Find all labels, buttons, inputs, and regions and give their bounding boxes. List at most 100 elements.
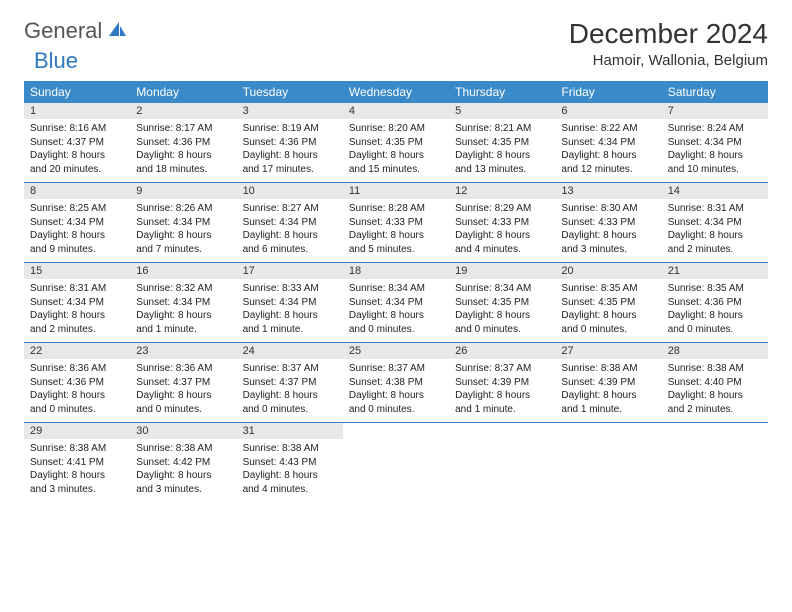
daylight-line: Daylight: 8 hours and 2 minutes. [668, 229, 762, 256]
sunrise-line: Sunrise: 8:38 AM [243, 442, 337, 456]
sunrise-line: Sunrise: 8:29 AM [455, 202, 549, 216]
day-details: Sunrise: 8:38 AMSunset: 4:41 PMDaylight:… [24, 439, 130, 502]
week-row: 22Sunrise: 8:36 AMSunset: 4:36 PMDayligh… [24, 343, 768, 423]
daylight-line: Daylight: 8 hours and 2 minutes. [668, 389, 762, 416]
calendar-cell: 2Sunrise: 8:17 AMSunset: 4:36 PMDaylight… [130, 103, 236, 183]
calendar-cell: 24Sunrise: 8:37 AMSunset: 4:37 PMDayligh… [237, 343, 343, 423]
sunset-line: Sunset: 4:34 PM [668, 216, 762, 230]
calendar-cell: 16Sunrise: 8:32 AMSunset: 4:34 PMDayligh… [130, 263, 236, 343]
sunset-line: Sunset: 4:39 PM [455, 376, 549, 390]
day-number: 26 [449, 343, 555, 359]
daylight-line: Daylight: 8 hours and 13 minutes. [455, 149, 549, 176]
sunrise-line: Sunrise: 8:17 AM [136, 122, 230, 136]
calendar-cell: 1Sunrise: 8:16 AMSunset: 4:37 PMDaylight… [24, 103, 130, 183]
sunset-line: Sunset: 4:33 PM [349, 216, 443, 230]
sunrise-line: Sunrise: 8:34 AM [455, 282, 549, 296]
daylight-line: Daylight: 8 hours and 0 minutes. [136, 389, 230, 416]
daylight-line: Daylight: 8 hours and 20 minutes. [30, 149, 124, 176]
daylight-line: Daylight: 8 hours and 1 minute. [136, 309, 230, 336]
day-header-row: SundayMondayTuesdayWednesdayThursdayFrid… [24, 81, 768, 103]
day-number: 31 [237, 423, 343, 439]
sunrise-line: Sunrise: 8:38 AM [136, 442, 230, 456]
sunrise-line: Sunrise: 8:22 AM [561, 122, 655, 136]
day-details: Sunrise: 8:35 AMSunset: 4:36 PMDaylight:… [662, 279, 768, 342]
day-number: 23 [130, 343, 236, 359]
daylight-line: Daylight: 8 hours and 3 minutes. [30, 469, 124, 496]
daylight-line: Daylight: 8 hours and 0 minutes. [349, 389, 443, 416]
daylight-line: Daylight: 8 hours and 9 minutes. [30, 229, 124, 256]
calendar-cell: 21Sunrise: 8:35 AMSunset: 4:36 PMDayligh… [662, 263, 768, 343]
day-header-tuesday: Tuesday [237, 81, 343, 103]
calendar-cell: 10Sunrise: 8:27 AMSunset: 4:34 PMDayligh… [237, 183, 343, 263]
sunset-line: Sunset: 4:34 PM [243, 296, 337, 310]
logo-sail-icon [107, 20, 127, 43]
calendar-cell: 27Sunrise: 8:38 AMSunset: 4:39 PMDayligh… [555, 343, 661, 423]
sunrise-line: Sunrise: 8:20 AM [349, 122, 443, 136]
day-number: 6 [555, 103, 661, 119]
week-row: 29Sunrise: 8:38 AMSunset: 4:41 PMDayligh… [24, 423, 768, 503]
logo-part2-wrap: Blue [34, 48, 78, 74]
day-number: 17 [237, 263, 343, 279]
calendar-cell: 6Sunrise: 8:22 AMSunset: 4:34 PMDaylight… [555, 103, 661, 183]
day-number: 24 [237, 343, 343, 359]
day-details: Sunrise: 8:38 AMSunset: 4:39 PMDaylight:… [555, 359, 661, 422]
sunrise-line: Sunrise: 8:35 AM [668, 282, 762, 296]
sunset-line: Sunset: 4:37 PM [136, 376, 230, 390]
calendar-cell: 20Sunrise: 8:35 AMSunset: 4:35 PMDayligh… [555, 263, 661, 343]
sunrise-line: Sunrise: 8:31 AM [668, 202, 762, 216]
day-number: 8 [24, 183, 130, 199]
calendar-cell: 30Sunrise: 8:38 AMSunset: 4:42 PMDayligh… [130, 423, 236, 503]
day-details: Sunrise: 8:30 AMSunset: 4:33 PMDaylight:… [555, 199, 661, 262]
calendar-cell: 31Sunrise: 8:38 AMSunset: 4:43 PMDayligh… [237, 423, 343, 503]
daylight-line: Daylight: 8 hours and 7 minutes. [136, 229, 230, 256]
sunrise-line: Sunrise: 8:24 AM [668, 122, 762, 136]
daylight-line: Daylight: 8 hours and 0 minutes. [30, 389, 124, 416]
day-number: 3 [237, 103, 343, 119]
day-header-saturday: Saturday [662, 81, 768, 103]
day-details: Sunrise: 8:26 AMSunset: 4:34 PMDaylight:… [130, 199, 236, 262]
day-number: 20 [555, 263, 661, 279]
day-details: Sunrise: 8:19 AMSunset: 4:36 PMDaylight:… [237, 119, 343, 182]
day-details: Sunrise: 8:36 AMSunset: 4:37 PMDaylight:… [130, 359, 236, 422]
sunrise-line: Sunrise: 8:37 AM [243, 362, 337, 376]
day-details: Sunrise: 8:38 AMSunset: 4:40 PMDaylight:… [662, 359, 768, 422]
day-number: 27 [555, 343, 661, 359]
day-number: 5 [449, 103, 555, 119]
calendar-cell: 15Sunrise: 8:31 AMSunset: 4:34 PMDayligh… [24, 263, 130, 343]
day-number: 25 [343, 343, 449, 359]
sunrise-line: Sunrise: 8:34 AM [349, 282, 443, 296]
sunset-line: Sunset: 4:36 PM [668, 296, 762, 310]
day-number: 19 [449, 263, 555, 279]
day-details: Sunrise: 8:34 AMSunset: 4:34 PMDaylight:… [343, 279, 449, 342]
sunrise-line: Sunrise: 8:19 AM [243, 122, 337, 136]
daylight-line: Daylight: 8 hours and 10 minutes. [668, 149, 762, 176]
sunrise-line: Sunrise: 8:31 AM [30, 282, 124, 296]
calendar-cell: 13Sunrise: 8:30 AMSunset: 4:33 PMDayligh… [555, 183, 661, 263]
day-number: 21 [662, 263, 768, 279]
day-details: Sunrise: 8:27 AMSunset: 4:34 PMDaylight:… [237, 199, 343, 262]
day-number: 11 [343, 183, 449, 199]
calendar-cell: 22Sunrise: 8:36 AMSunset: 4:36 PMDayligh… [24, 343, 130, 423]
day-header-friday: Friday [555, 81, 661, 103]
day-number: 29 [24, 423, 130, 439]
location: Hamoir, Wallonia, Belgium [569, 52, 768, 69]
sunrise-line: Sunrise: 8:38 AM [30, 442, 124, 456]
sunset-line: Sunset: 4:35 PM [349, 136, 443, 150]
daylight-line: Daylight: 8 hours and 3 minutes. [136, 469, 230, 496]
day-details: Sunrise: 8:37 AMSunset: 4:37 PMDaylight:… [237, 359, 343, 422]
week-row: 8Sunrise: 8:25 AMSunset: 4:34 PMDaylight… [24, 183, 768, 263]
sunrise-line: Sunrise: 8:37 AM [455, 362, 549, 376]
day-header-wednesday: Wednesday [343, 81, 449, 103]
sunrise-line: Sunrise: 8:26 AM [136, 202, 230, 216]
calendar-cell: 11Sunrise: 8:28 AMSunset: 4:33 PMDayligh… [343, 183, 449, 263]
sunrise-line: Sunrise: 8:38 AM [561, 362, 655, 376]
day-details: Sunrise: 8:21 AMSunset: 4:35 PMDaylight:… [449, 119, 555, 182]
sunset-line: Sunset: 4:37 PM [30, 136, 124, 150]
day-number: 13 [555, 183, 661, 199]
daylight-line: Daylight: 8 hours and 1 minute. [561, 389, 655, 416]
calendar-cell [662, 423, 768, 503]
logo-part2: Blue [34, 48, 78, 73]
day-header-monday: Monday [130, 81, 236, 103]
calendar-cell: 5Sunrise: 8:21 AMSunset: 4:35 PMDaylight… [449, 103, 555, 183]
daylight-line: Daylight: 8 hours and 15 minutes. [349, 149, 443, 176]
